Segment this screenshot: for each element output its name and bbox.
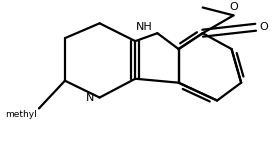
Text: NH: NH [136, 22, 153, 32]
Text: O: O [229, 2, 238, 12]
Text: methyl: methyl [5, 110, 37, 119]
Text: N: N [85, 93, 94, 103]
Text: O: O [259, 22, 268, 32]
